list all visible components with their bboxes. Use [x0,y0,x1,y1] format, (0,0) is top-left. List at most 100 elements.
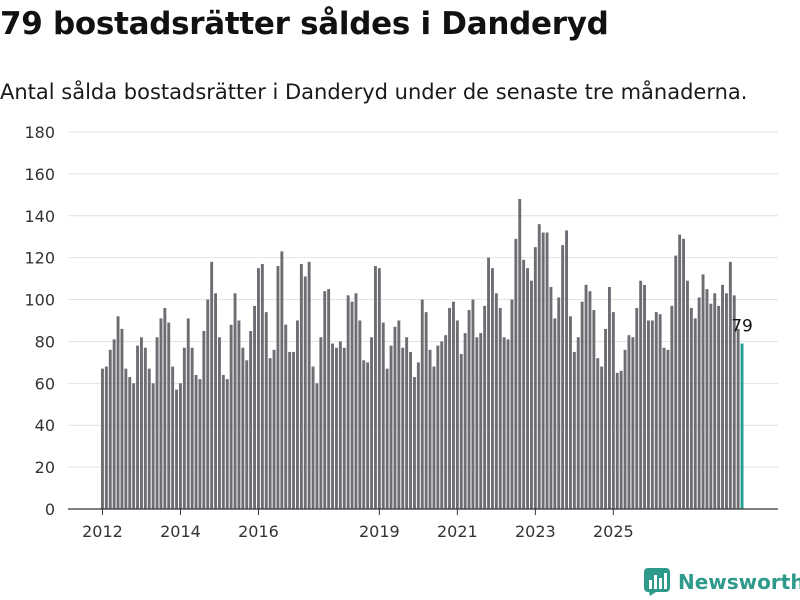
bar [268,358,272,509]
bar [116,316,120,509]
bar [253,305,256,509]
bar [627,335,631,509]
bar [159,318,163,509]
y-tick-label: 20 [35,458,55,477]
bar [510,299,514,509]
bar [284,324,288,509]
bar [436,345,440,509]
data-label: 79 [731,317,753,337]
bar [393,326,397,509]
bar [151,383,155,509]
bar [459,354,463,509]
bar [245,360,249,509]
bar [190,347,194,509]
bar [709,303,713,509]
bar [307,261,311,509]
bar [584,284,588,509]
y-tick-label: 160 [24,165,55,184]
bar [491,268,494,509]
bar [210,261,214,509]
y-tick-label: 120 [24,249,55,268]
bar [206,299,210,509]
bar [541,232,545,509]
bar [155,337,159,509]
bar [650,320,654,509]
bar [214,293,217,509]
bar [315,383,319,509]
bar [120,328,124,509]
bar [452,301,455,509]
bar [323,291,327,509]
y-tick-label: 100 [24,291,55,310]
bar [237,320,241,509]
bar [530,280,533,509]
bar [678,234,682,509]
bar [455,320,459,509]
bar [572,351,576,509]
bar [354,293,358,509]
bar [686,280,689,509]
bar [225,379,229,509]
bar [557,297,561,509]
x-tick-label: 2021 [437,522,478,541]
bar [647,320,650,509]
bar [713,293,717,509]
bar [717,305,721,509]
bar [728,261,732,509]
x-tick-label: 2023 [515,522,556,541]
bar [218,337,221,509]
bar [498,307,502,509]
x-tick-label: 2019 [359,522,400,541]
bar [623,349,627,509]
bar [440,341,444,509]
bar [385,368,389,509]
brand: Newsworthy [644,568,800,596]
bar [327,289,331,509]
y-tick-label: 60 [35,374,55,393]
bar [565,230,568,509]
bar [654,312,658,509]
bar [112,339,116,509]
bar [280,251,284,509]
bar [682,238,685,509]
bar [249,330,253,509]
bar [257,268,260,509]
bar [346,295,350,509]
bar [693,318,697,509]
x-tick-label: 2014 [160,522,201,541]
bar [666,349,670,509]
bar [658,314,662,509]
bar [615,372,619,509]
bar [147,368,151,509]
bar [140,337,143,509]
bar [604,328,607,509]
bar [537,224,541,509]
bar [608,286,611,509]
bar [292,351,295,509]
bar [311,366,315,509]
bar [432,366,436,509]
bar [611,312,615,509]
bar [494,293,498,509]
bar [136,345,139,509]
bar [358,320,362,509]
bar [502,337,506,509]
bar [221,374,225,509]
bar [342,347,346,509]
bar [405,337,409,509]
bar [522,259,526,509]
bar-chart: 0 20 40 60 80 100 120 140 160 180 2012 2014 2016 2019… [24,123,778,541]
brand-name: Newsworthy [678,570,800,594]
bar [241,347,245,509]
bar [233,293,237,509]
y-tick-label: 0 [45,500,55,519]
bar [471,299,475,509]
chart-title: 79 bostadsrätter såldes i Danderyd [0,6,609,42]
y-tick-label: 140 [24,207,55,226]
bar [108,349,112,509]
y-tick-label: 180 [24,123,55,142]
bar [506,339,510,509]
bar [662,347,666,509]
bar [331,343,334,509]
bar [397,320,401,509]
